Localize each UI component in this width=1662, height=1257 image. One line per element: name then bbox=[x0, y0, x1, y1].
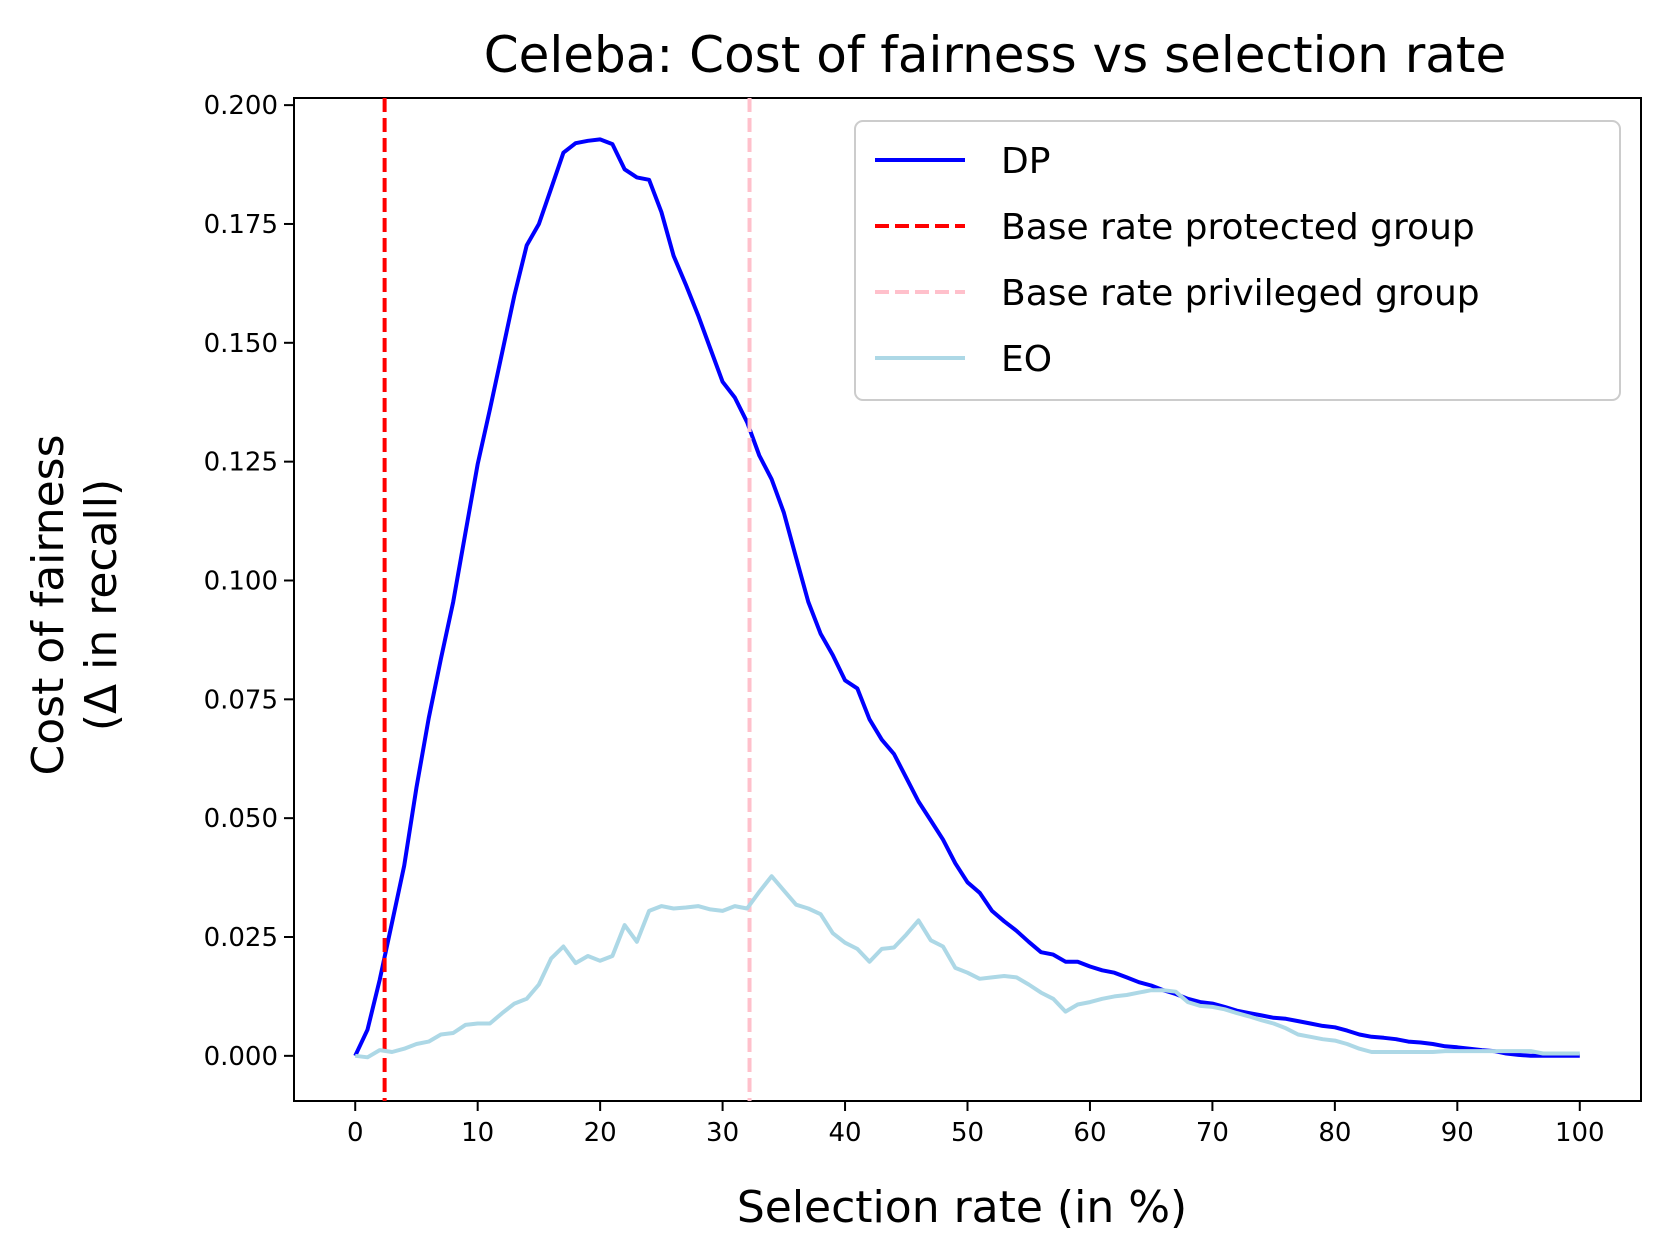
y-tick-label: 0.100 bbox=[204, 566, 278, 596]
y-tick-label: 0.125 bbox=[204, 448, 278, 478]
y-tick-label: 0.175 bbox=[204, 210, 278, 240]
chart-title: Celeba: Cost of fairness vs selection ra… bbox=[484, 26, 1507, 84]
x-tick-label: 100 bbox=[1555, 1118, 1605, 1148]
x-tick-label: 10 bbox=[461, 1118, 494, 1148]
x-tick-label: 80 bbox=[1318, 1118, 1351, 1148]
x-axis: 0 10 20 30 40 50 60 70 80 90 100 bbox=[347, 1101, 1605, 1148]
y-tick-label: 0.000 bbox=[204, 1042, 278, 1072]
y-tick-label: 0.025 bbox=[204, 923, 278, 953]
legend: DP Base rate protected group Base rate pri… bbox=[854, 120, 1621, 401]
x-tick-label: 60 bbox=[1073, 1118, 1106, 1148]
series-layer bbox=[353, 98, 1580, 1101]
x-tick-label: 50 bbox=[951, 1118, 984, 1148]
x-tick-label: 20 bbox=[584, 1118, 617, 1148]
plot-area: 0 10 20 30 40 50 60 70 80 90 100 0.0000.0250.0500.… bbox=[204, 91, 1642, 1148]
series-line-eo bbox=[354, 874, 1580, 1060]
y-tick-label: 0.075 bbox=[204, 685, 278, 715]
y-axis-title-line-1: Cost of fairness bbox=[23, 435, 74, 776]
y-axis: 0.000 0.025 0.050 0.075 0.100 0.125 0.150 0.175… bbox=[204, 91, 294, 1072]
y-tick-label: 0.150 bbox=[204, 329, 278, 359]
x-tick-label: 40 bbox=[828, 1118, 861, 1148]
y-axis-title: Cost of fairness (Δ in recall) bbox=[23, 435, 127, 776]
x-tick-label: 30 bbox=[706, 1118, 739, 1148]
series-line-dp bbox=[353, 137, 1580, 1058]
legend-label-base-rate-protected-group: Base rate protected group bbox=[1001, 207, 1475, 248]
y-tick-label: 0.200 bbox=[204, 91, 278, 121]
y-axis-title-line-2: (Δ in recall) bbox=[76, 479, 127, 731]
x-tick-label: 70 bbox=[1196, 1118, 1229, 1148]
legend-label-dp: DP bbox=[1001, 141, 1050, 182]
legend-label-base-rate-privileged-group: Base rate privileged group bbox=[1001, 273, 1480, 314]
legend-box bbox=[854, 120, 1621, 401]
y-tick-label: 0.050 bbox=[204, 804, 278, 834]
legend-entries: DP Base rate protected group Base rate pri… bbox=[875, 141, 1480, 380]
x-tick-label: 90 bbox=[1441, 1118, 1474, 1148]
legend-label-eo: EO bbox=[1001, 339, 1052, 380]
x-tick-label: 0 bbox=[347, 1118, 364, 1148]
x-axis-title: Selection rate (in %) bbox=[737, 1182, 1187, 1233]
